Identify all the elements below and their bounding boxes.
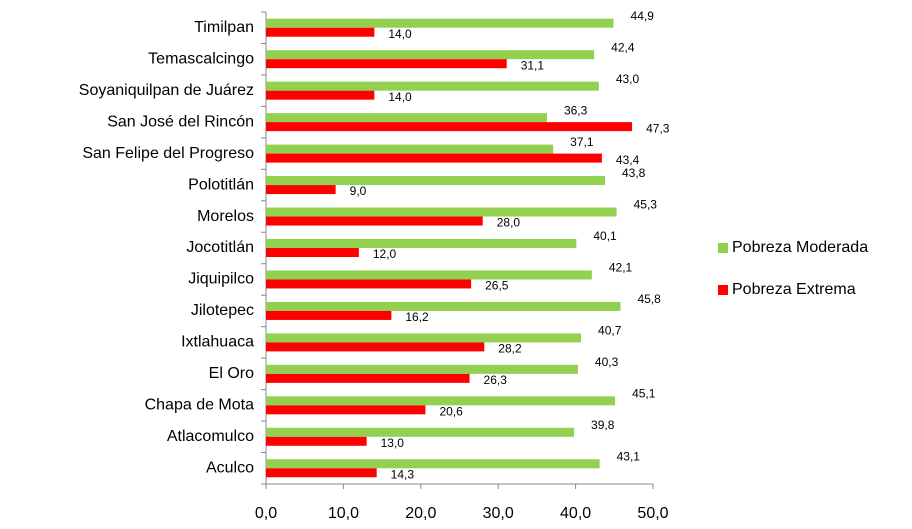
value-label: 26,5 — [485, 279, 509, 293]
bar — [266, 207, 617, 217]
category-label: Polotitlán — [188, 176, 254, 193]
x-tick-label: 20,0 — [405, 505, 436, 522]
value-label: 36,3 — [564, 103, 588, 117]
bar — [266, 270, 592, 280]
bar — [266, 427, 575, 437]
value-label: 40,1 — [593, 229, 617, 243]
x-tick-label: 50,0 — [637, 505, 668, 522]
category-label: El Oro — [209, 365, 254, 382]
bar — [266, 153, 602, 163]
value-label: 40,7 — [598, 324, 622, 338]
bar — [266, 59, 507, 69]
category-label: Timilpan — [194, 19, 254, 36]
value-label: 42,1 — [609, 261, 633, 275]
legend-swatch — [718, 285, 728, 295]
value-label: 44,9 — [631, 9, 655, 23]
value-label: 14,3 — [391, 467, 415, 481]
category-label: Temascalcingo — [148, 50, 254, 67]
value-label: 43,0 — [616, 72, 640, 86]
category-label: Soyaniquilpan de Juárez — [79, 82, 254, 99]
value-label: 14,0 — [388, 27, 412, 41]
bar — [266, 176, 606, 186]
bar — [266, 342, 485, 352]
bar — [266, 216, 483, 226]
bar — [266, 364, 578, 374]
value-label: 26,3 — [484, 373, 508, 387]
category-label: Jilotepec — [191, 302, 254, 319]
value-label: 9,0 — [350, 184, 367, 198]
category-label: Atlacomulco — [167, 428, 254, 445]
bar — [266, 310, 392, 320]
category-label: San José del Rincón — [107, 113, 254, 130]
value-label: 16,2 — [405, 310, 429, 324]
bar — [266, 122, 633, 132]
value-label: 31,1 — [521, 58, 545, 72]
bar — [266, 459, 600, 469]
category-label: San Felipe del Progreso — [82, 145, 254, 162]
value-label: 47,3 — [646, 121, 670, 135]
bar — [266, 405, 426, 415]
bar — [266, 468, 377, 478]
bar — [266, 90, 375, 100]
category-label: Morelos — [197, 208, 254, 225]
bar — [266, 27, 375, 37]
value-label: 43,1 — [617, 449, 641, 463]
value-label: 45,8 — [637, 292, 661, 306]
value-label: 43,8 — [622, 166, 646, 180]
value-label: 39,8 — [591, 418, 615, 432]
value-label: 40,3 — [595, 355, 619, 369]
value-label: 45,3 — [634, 198, 658, 212]
bar — [266, 248, 359, 257]
legend-swatch — [718, 243, 728, 253]
x-tick-label: 0,0 — [255, 505, 277, 522]
category-label: Jocotitlán — [186, 239, 254, 256]
bar — [266, 301, 621, 311]
x-tick-label: 40,0 — [560, 505, 591, 522]
value-label: 12,0 — [373, 247, 397, 261]
bar — [266, 144, 554, 154]
x-tick-label: 30,0 — [483, 505, 514, 522]
value-label: 45,1 — [632, 387, 656, 401]
value-label: 13,0 — [381, 436, 405, 450]
bar — [266, 279, 472, 289]
bar — [266, 333, 582, 343]
legend-label: Pobreza Moderada — [732, 239, 868, 256]
category-label: Aculco — [206, 459, 254, 476]
value-label: 43,4 — [616, 153, 640, 167]
value-label: 28,2 — [498, 342, 522, 356]
bar — [266, 239, 577, 248]
category-label: Jiquipilco — [188, 271, 254, 288]
bar — [266, 373, 470, 383]
value-label: 37,1 — [570, 135, 594, 149]
value-label: 28,0 — [497, 216, 521, 230]
category-label: Chapa de Mota — [145, 397, 255, 414]
category-label: Ixtlahuaca — [181, 334, 254, 351]
legend-label: Pobreza Extrema — [732, 281, 856, 298]
bar — [266, 50, 595, 60]
value-label: 14,0 — [388, 90, 412, 104]
bar — [266, 18, 614, 28]
value-label: 42,4 — [611, 40, 635, 54]
bar — [266, 436, 367, 446]
bar — [266, 396, 616, 406]
bar — [266, 185, 336, 195]
x-tick-label: 10,0 — [328, 505, 359, 522]
value-label: 20,6 — [439, 405, 463, 419]
bar — [266, 81, 599, 91]
bar — [266, 113, 547, 123]
